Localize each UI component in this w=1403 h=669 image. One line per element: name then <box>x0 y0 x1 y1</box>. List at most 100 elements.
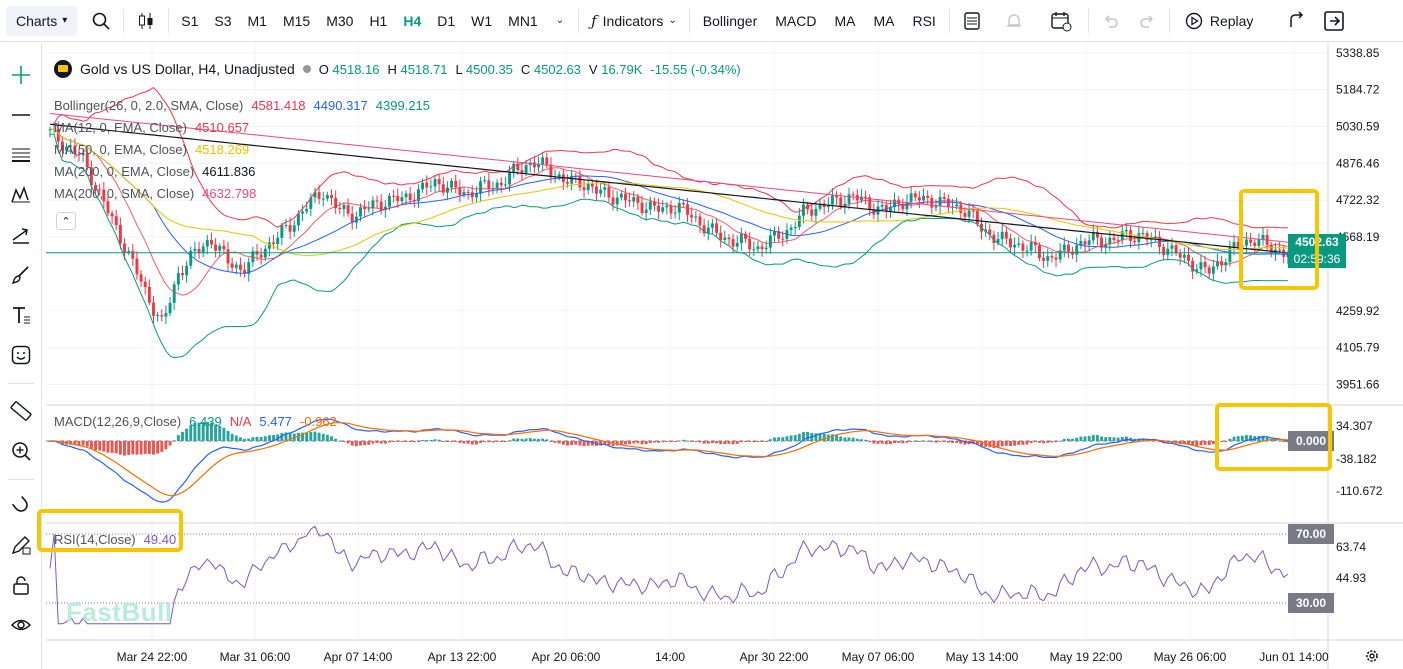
stay-in-drawing-tool[interactable] <box>5 529 37 561</box>
symbol-title[interactable]: Gold vs US Dollar, H4, Unadjusted <box>80 61 295 77</box>
brush-tool[interactable] <box>5 259 37 291</box>
timeframe-w1[interactable]: W1 <box>471 12 493 29</box>
macd-histogram-bar <box>1071 438 1075 441</box>
candle-body <box>1224 262 1228 266</box>
timeframe-m30[interactable]: M30 <box>326 12 354 29</box>
replay-calendar-button[interactable] <box>1038 0 1084 42</box>
macd-histogram-bar <box>147 441 151 455</box>
timeframe-m1[interactable]: M1 <box>247 12 267 29</box>
magnet-tool[interactable] <box>5 489 37 521</box>
candle-body <box>325 195 329 199</box>
projection-tool[interactable] <box>5 219 37 251</box>
candle-body <box>1004 231 1008 239</box>
candle-body <box>744 233 747 239</box>
macd-histogram-bar <box>176 435 180 441</box>
candle-body <box>1228 247 1232 263</box>
fullscreen-exit-button[interactable] <box>1315 0 1353 42</box>
collapse-legend-button[interactable]: ⌃ <box>56 212 76 230</box>
candle-body <box>189 250 193 266</box>
quick-indicator-ma-3[interactable]: MA <box>873 12 895 29</box>
macd-histogram-bar <box>686 440 690 442</box>
macd-histogram-bar <box>1203 441 1207 445</box>
candle-body <box>975 210 979 224</box>
trendline-tool[interactable] <box>5 99 37 131</box>
candle-body <box>831 195 834 205</box>
timeframe-mn1[interactable]: MN1 <box>508 12 538 29</box>
candle-body <box>880 204 884 207</box>
candle-body <box>1042 258 1046 261</box>
undo-button[interactable] <box>1093 0 1129 42</box>
timeframe-h4[interactable]: H4 <box>403 12 422 29</box>
lock-drawings-tool[interactable] <box>5 569 37 601</box>
candle-body <box>1162 246 1166 255</box>
quick-indicator-rsi-4[interactable]: RSI <box>912 12 936 29</box>
macd-histogram-bar <box>644 441 648 445</box>
settings-button[interactable] <box>1364 648 1380 669</box>
toolbar-divider <box>168 8 170 33</box>
crosshair-tool[interactable] <box>5 59 37 91</box>
macd-histogram-bar <box>1207 441 1211 446</box>
candle-body <box>545 157 549 165</box>
study-label[interactable]: MA(50, 0, EMA, Close) <box>54 142 187 157</box>
candle-body <box>992 234 996 244</box>
study-label[interactable]: MA(200, 0, EMA, Close) <box>54 164 195 179</box>
macd-histogram-bar <box>251 437 255 441</box>
charts-menu-button[interactable]: Charts ▾ <box>6 5 78 36</box>
macd-axis-label: -110.672 <box>1336 484 1383 498</box>
symbol-search-button[interactable] <box>83 0 119 42</box>
candle-body <box>1257 239 1261 246</box>
chart-type-button[interactable] <box>128 0 164 42</box>
candle-body <box>971 210 975 212</box>
candle-body <box>276 237 280 245</box>
macd-histogram-bar <box>201 422 205 441</box>
rsi-label[interactable]: RSI(14,Close) <box>54 532 136 547</box>
study-label[interactable]: MA(200, 0, SMA, Close) <box>54 186 195 201</box>
macd-histogram-bar <box>168 441 172 446</box>
share-button[interactable] <box>1279 0 1315 42</box>
alert-button[interactable] <box>990 0 1038 42</box>
candle-body <box>1050 256 1054 258</box>
macd-histogram-bar <box>483 441 487 442</box>
hide-drawings-tool[interactable] <box>5 609 37 641</box>
candle-body <box>599 189 603 194</box>
timeframe-s1[interactable]: S1 <box>181 12 199 29</box>
macd-histogram-bar <box>131 441 135 455</box>
indicators-button[interactable]: ƒ Indicators ⌄ <box>583 0 685 42</box>
quick-indicator-macd-1[interactable]: MACD <box>775 12 817 29</box>
study-label[interactable]: MA(12, 0, EMA, Close) <box>54 120 187 135</box>
candle-body <box>818 203 822 209</box>
layout-button[interactable] <box>954 0 990 42</box>
timeframe-more-button[interactable]: ⌄ <box>546 0 574 42</box>
candle-body <box>520 170 524 174</box>
quick-indicator-ma-2[interactable]: MA <box>834 12 856 29</box>
timeframe-d1[interactable]: D1 <box>437 12 456 29</box>
redo-button[interactable] <box>1129 0 1165 42</box>
candle-body <box>1286 254 1290 257</box>
macd-label[interactable]: MACD(12,26,9,Close) <box>54 414 182 429</box>
icon-tool[interactable] <box>5 339 37 371</box>
candle-body <box>1054 257 1058 260</box>
price-axis-label: 4722.32 <box>1336 193 1380 207</box>
macd-histogram-bar <box>437 439 441 441</box>
macd-histogram-bar <box>727 441 731 444</box>
high-value: 4518.71 <box>400 61 448 77</box>
search-icon <box>92 12 110 30</box>
time-axis-label: May 07 06:00 <box>842 650 915 664</box>
candle-body <box>392 195 396 197</box>
candle-body <box>731 239 735 247</box>
zoom-tool[interactable] <box>5 435 37 467</box>
pattern-tool[interactable] <box>5 179 37 211</box>
measure-tool[interactable] <box>5 395 37 427</box>
macd-histogram-bar <box>702 441 706 444</box>
macd-histogram-bar <box>474 441 478 445</box>
timeframe-h1[interactable]: H1 <box>369 12 388 29</box>
timeframe-s3[interactable]: S3 <box>214 12 232 29</box>
candle-body <box>756 246 760 250</box>
replay-button[interactable]: Replay <box>1174 0 1264 42</box>
fib-tool[interactable] <box>5 139 37 171</box>
quick-indicator-bollinger-0[interactable]: Bollinger <box>702 12 758 29</box>
text-tool[interactable] <box>5 299 37 331</box>
study-label[interactable]: Bollinger(26, 0, 2.0, SMA, Close) <box>54 98 244 113</box>
timeframe-m15[interactable]: M15 <box>282 12 311 29</box>
